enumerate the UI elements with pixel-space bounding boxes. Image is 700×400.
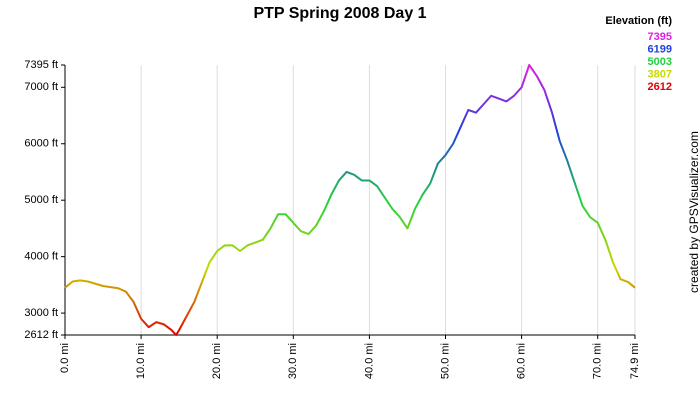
x-tick-label: 10.0 mi: [135, 343, 147, 379]
legend-title: Elevation (ft): [605, 15, 672, 27]
credit: created by GPSVisualizer.com: [687, 131, 700, 293]
y-tick-label: 6000 ft: [24, 138, 58, 150]
x-tick-label: 50.0 mi: [439, 343, 451, 379]
y-tick-label: 5000 ft: [24, 194, 58, 206]
y-tick-label: 4000 ft: [24, 251, 58, 263]
legend-item: 5003: [648, 56, 672, 68]
x-tick-label: 0.0 mi: [59, 343, 71, 373]
elevation-line: [64, 64, 636, 336]
x-tick-label: 70.0 mi: [592, 343, 604, 379]
x-tick-label: 20.0 mi: [211, 343, 223, 379]
y-tick-label: 3000 ft: [24, 307, 58, 319]
x-tick-label: 60.0 mi: [516, 343, 528, 379]
legend-item: 3807: [648, 68, 672, 80]
chart-title: PTP Spring 2008 Day 1: [253, 5, 426, 22]
y-tick-label: 2612 ft: [24, 329, 58, 341]
y-tick-label: 7395 ft: [24, 59, 58, 71]
legend-item: 2612: [648, 81, 672, 93]
y-tick-label: 7000 ft: [24, 81, 58, 93]
legend-item: 6199: [648, 43, 672, 55]
x-tick-label: 30.0 mi: [287, 343, 299, 379]
x-tick-label: 74.9 mi: [629, 343, 641, 379]
legend-item: 7395: [648, 31, 672, 43]
x-tick-label: 40.0 mi: [363, 343, 375, 379]
